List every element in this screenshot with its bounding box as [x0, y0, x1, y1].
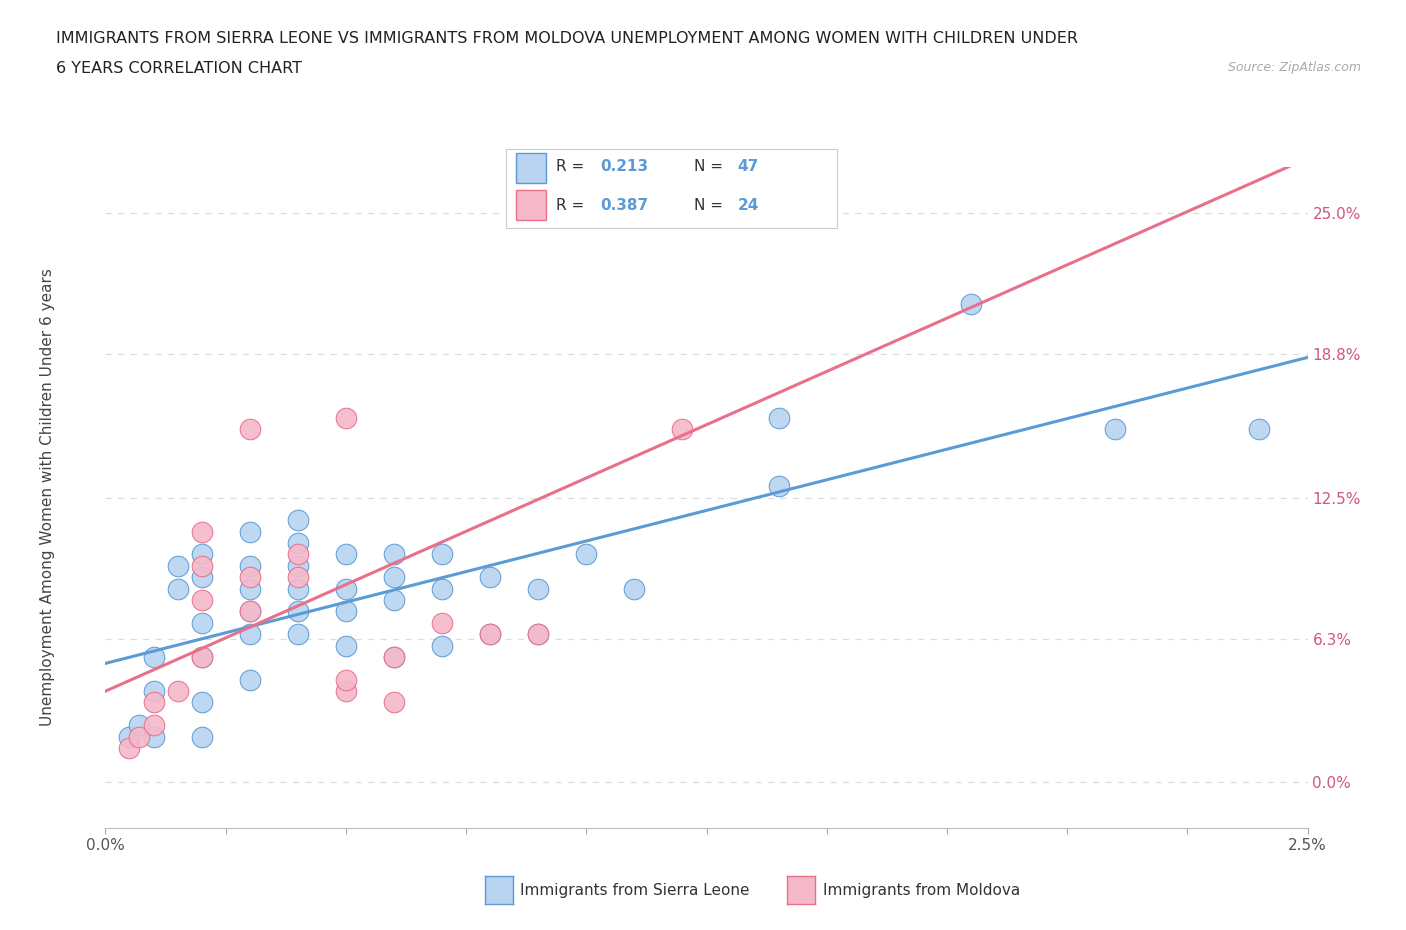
Point — [382, 649, 405, 664]
Text: IMMIGRANTS FROM SIERRA LEONE VS IMMIGRANTS FROM MOLDOVA UNEMPLOYMENT AMONG WOMEN: IMMIGRANTS FROM SIERRA LEONE VS IMMIGRAN… — [56, 31, 1078, 46]
Text: N =: N = — [695, 198, 728, 213]
Text: Unemployment Among Women with Children Under 6 years: Unemployment Among Women with Children U… — [41, 269, 55, 726]
Point — [335, 672, 357, 687]
Point — [575, 547, 598, 562]
Point — [671, 422, 693, 437]
Point — [430, 616, 453, 631]
Point — [1104, 422, 1126, 437]
Point — [239, 570, 262, 585]
Point — [239, 672, 262, 687]
Point — [166, 558, 188, 573]
Point — [335, 581, 357, 596]
Point — [335, 410, 357, 425]
Point — [239, 558, 262, 573]
Point — [287, 558, 309, 573]
Point — [142, 729, 165, 744]
Point — [382, 592, 405, 607]
Point — [479, 627, 502, 642]
Point — [382, 547, 405, 562]
Point — [128, 718, 150, 733]
Point — [1249, 422, 1271, 437]
Point — [430, 581, 453, 596]
Text: 0.387: 0.387 — [600, 198, 648, 213]
Point — [239, 525, 262, 539]
Point — [166, 581, 188, 596]
Point — [335, 684, 357, 698]
Point — [142, 649, 165, 664]
Point — [239, 422, 262, 437]
Text: R =: R = — [555, 198, 589, 213]
Point — [239, 604, 262, 618]
Text: 47: 47 — [737, 159, 759, 175]
Point — [527, 627, 550, 642]
Point — [190, 616, 212, 631]
Point — [190, 592, 212, 607]
Point — [190, 525, 212, 539]
Text: R =: R = — [555, 159, 589, 175]
Point — [335, 547, 357, 562]
Text: Immigrants from Sierra Leone: Immigrants from Sierra Leone — [520, 883, 749, 897]
Point — [190, 729, 212, 744]
Point — [287, 512, 309, 527]
Point — [190, 649, 212, 664]
Point — [430, 547, 453, 562]
Text: 6 YEARS CORRELATION CHART: 6 YEARS CORRELATION CHART — [56, 61, 302, 76]
Point — [960, 297, 983, 312]
Point — [166, 684, 188, 698]
Point — [190, 547, 212, 562]
Point — [128, 729, 150, 744]
Point — [190, 695, 212, 710]
Point — [768, 479, 790, 494]
Point — [142, 718, 165, 733]
Point — [527, 581, 550, 596]
Point — [479, 570, 502, 585]
Point — [382, 570, 405, 585]
Point — [382, 695, 405, 710]
Point — [287, 627, 309, 642]
Point — [768, 410, 790, 425]
Point — [239, 627, 262, 642]
Text: Immigrants from Moldova: Immigrants from Moldova — [823, 883, 1019, 897]
Point — [287, 581, 309, 596]
Point — [239, 604, 262, 618]
Point — [142, 684, 165, 698]
Text: Source: ZipAtlas.com: Source: ZipAtlas.com — [1227, 61, 1361, 74]
Point — [287, 547, 309, 562]
Point — [190, 558, 212, 573]
Point — [382, 649, 405, 664]
Point — [287, 570, 309, 585]
Point — [118, 729, 141, 744]
Point — [335, 604, 357, 618]
Point — [479, 627, 502, 642]
Text: 0.213: 0.213 — [600, 159, 648, 175]
Point — [287, 604, 309, 618]
Point — [287, 536, 309, 551]
Bar — [516, 153, 546, 183]
Point — [118, 740, 141, 755]
Text: 24: 24 — [737, 198, 759, 213]
Point — [430, 638, 453, 653]
Point — [623, 581, 645, 596]
Point — [527, 627, 550, 642]
Bar — [516, 190, 546, 220]
Point — [190, 649, 212, 664]
Text: N =: N = — [695, 159, 728, 175]
Point — [335, 638, 357, 653]
Point — [623, 194, 645, 209]
Point — [239, 581, 262, 596]
Point — [190, 570, 212, 585]
Point — [142, 695, 165, 710]
